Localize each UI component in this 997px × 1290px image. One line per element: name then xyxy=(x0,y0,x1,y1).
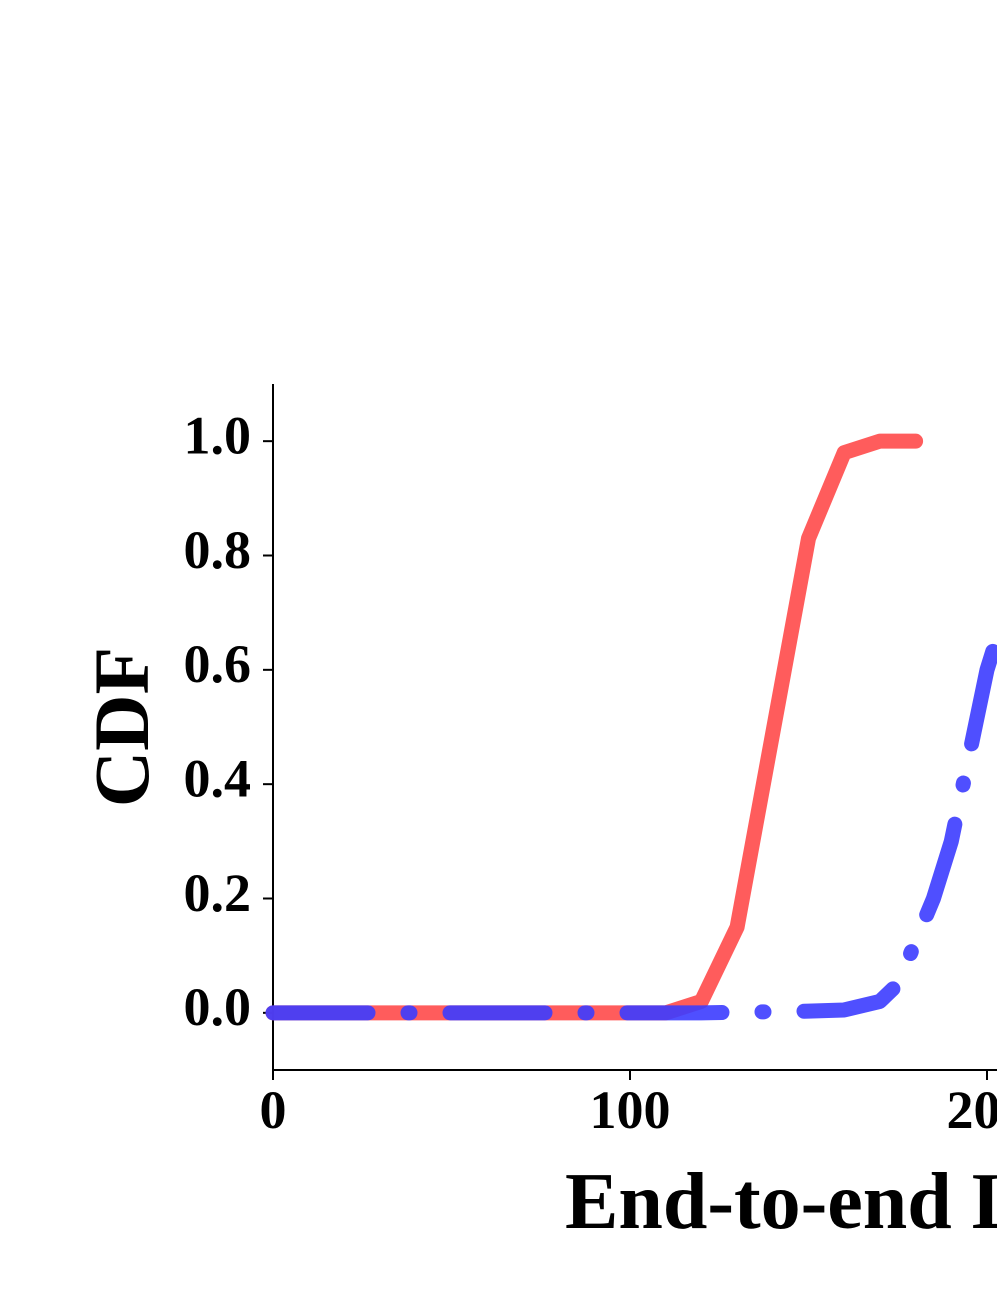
x-tick-label: 100 xyxy=(590,1080,671,1140)
y-tick-label: 0.0 xyxy=(184,977,252,1037)
x-tick-label: 0 xyxy=(260,1080,287,1140)
y-tick-label: 0.2 xyxy=(184,863,252,923)
series-line xyxy=(265,612,997,1021)
x-tick-label: 200 xyxy=(947,1080,997,1140)
y-tick-label: 0.8 xyxy=(184,520,252,580)
y-axis-label: CDF xyxy=(78,647,165,807)
x-axis-label: End-to-end L xyxy=(565,1158,997,1246)
series-line xyxy=(265,433,924,1021)
y-tick-label: 1.0 xyxy=(184,406,252,466)
y-tick-label: 0.4 xyxy=(184,749,252,809)
y-tick-label: 0.6 xyxy=(184,634,252,694)
